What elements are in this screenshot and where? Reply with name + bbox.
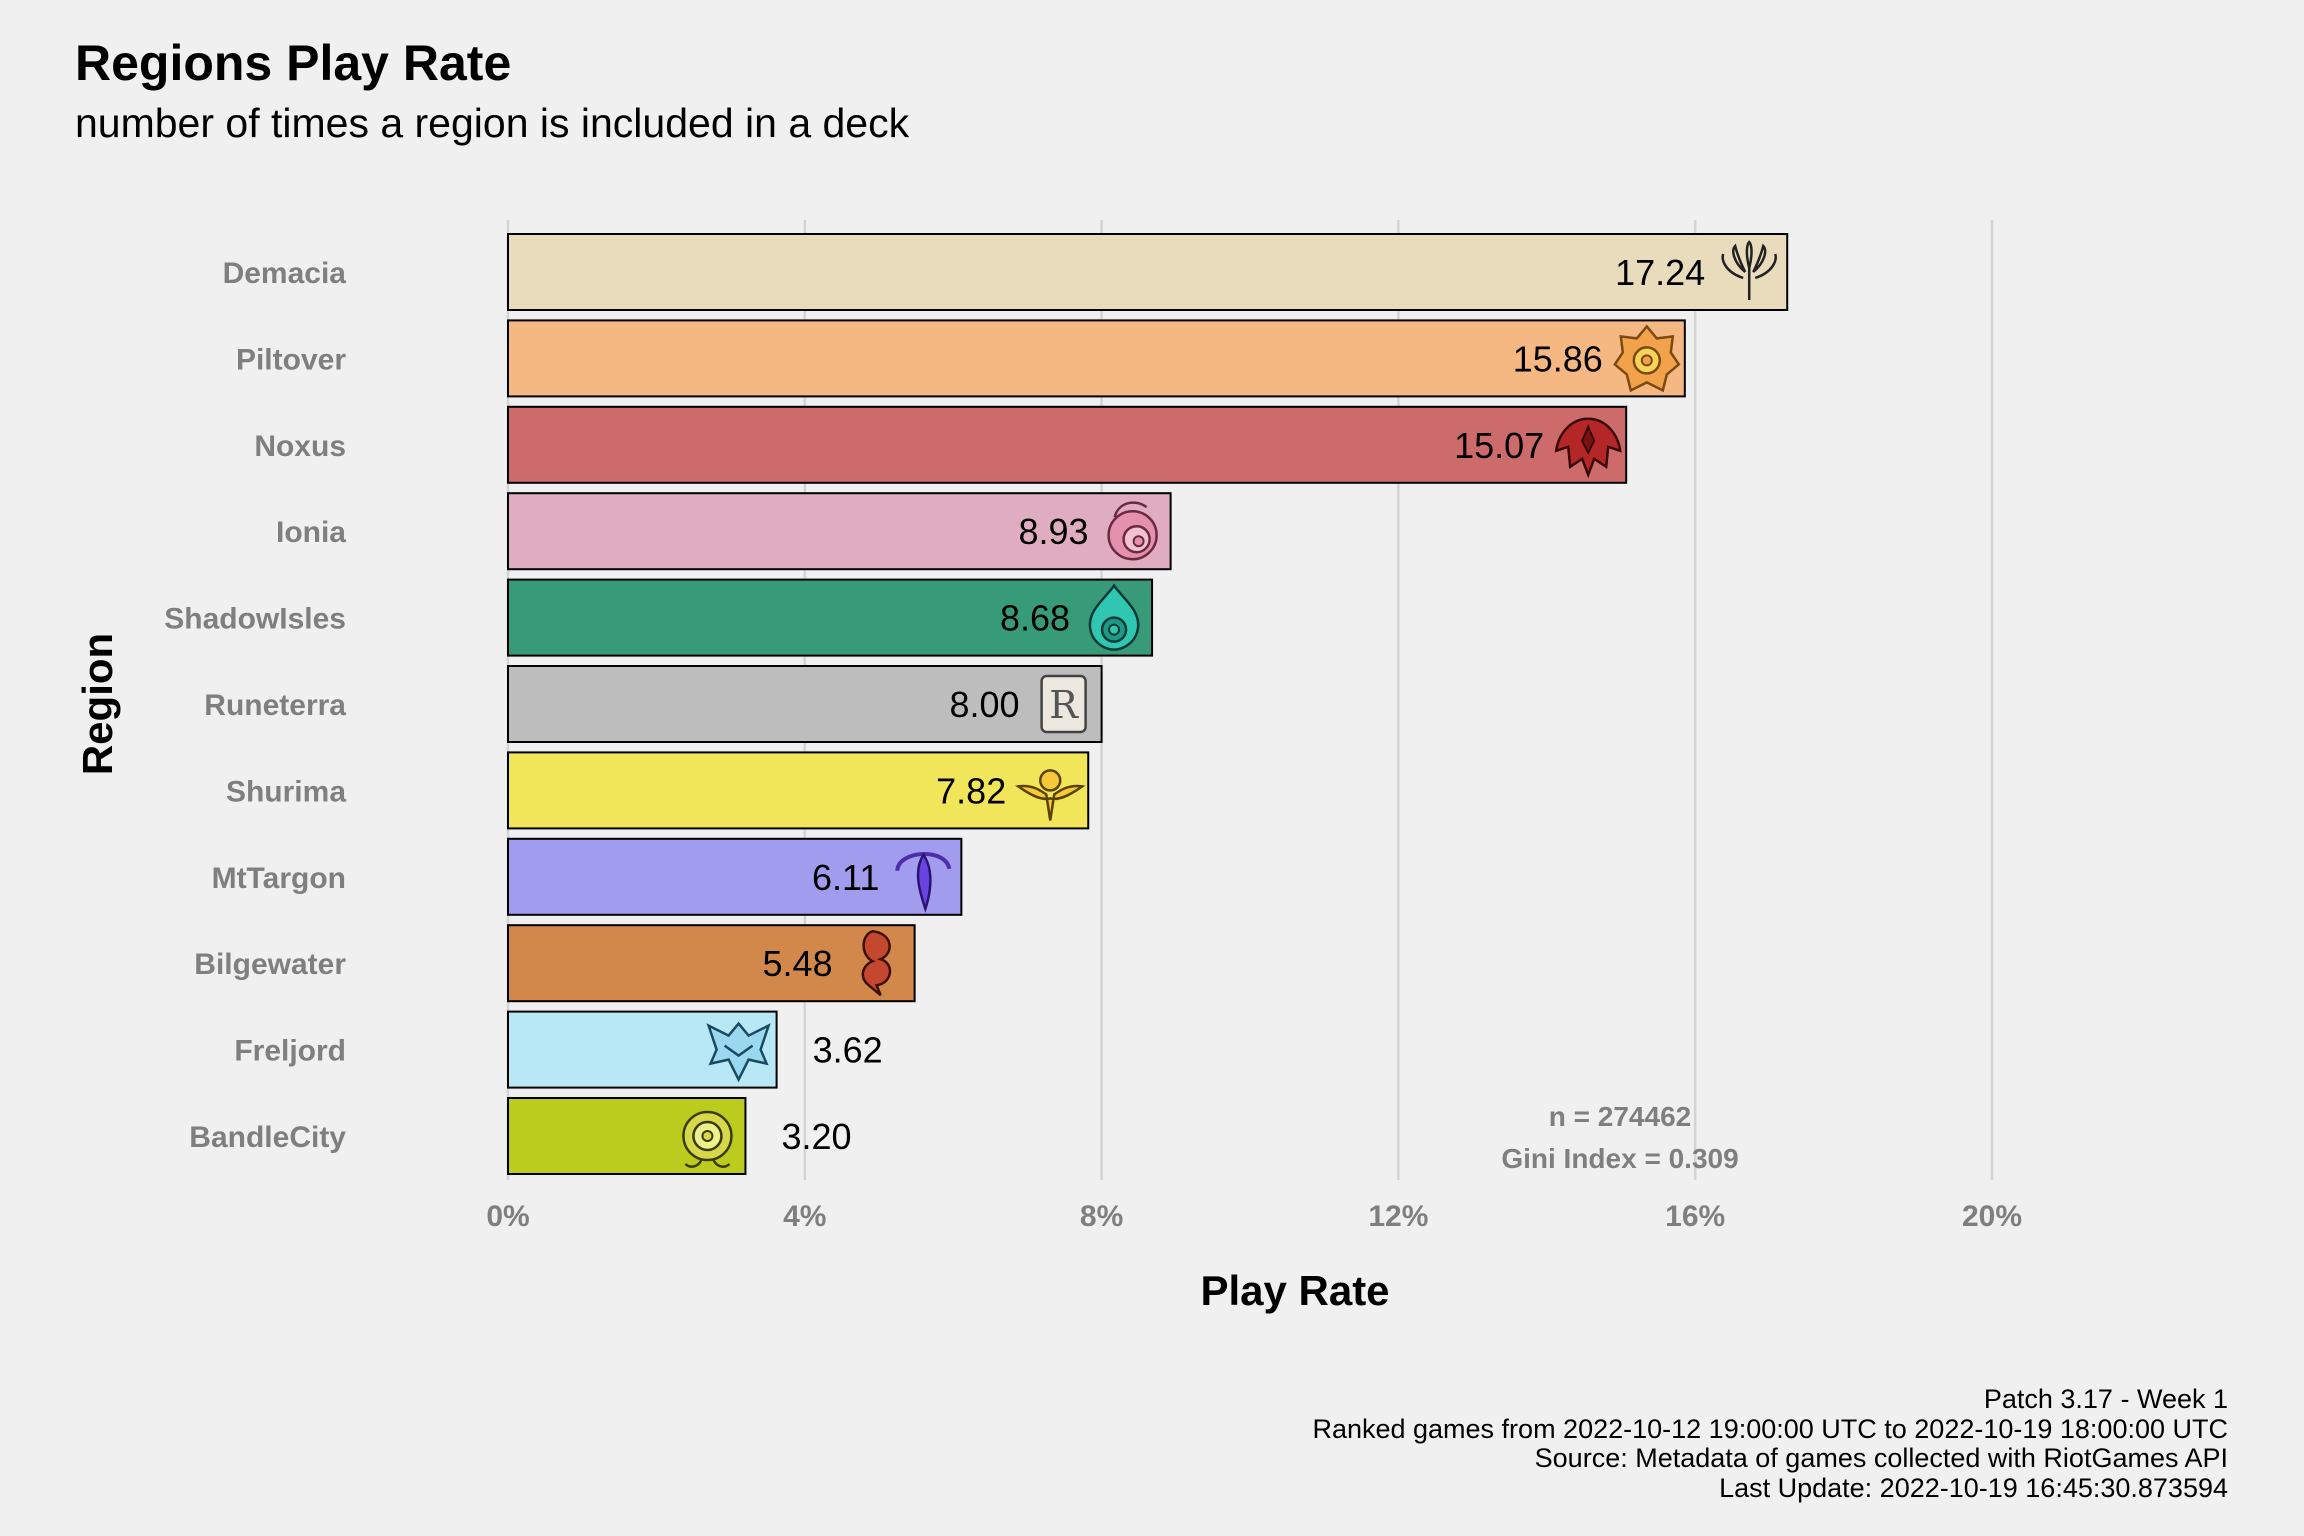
- bar-value-label: 3.20: [781, 1116, 851, 1157]
- x-tick-labels: 0% 4% 8% 12% 16% 20%: [486, 1200, 2022, 1233]
- shadowisles-icon: [1088, 583, 1140, 651]
- ionia-icon: [1107, 501, 1158, 561]
- x-tick-label: 12%: [1368, 1200, 1428, 1233]
- runeterra-icon: R: [1040, 674, 1087, 734]
- y-tick-label: Runeterra: [204, 689, 346, 722]
- caption: Patch 3.17 - Week 1 Ranked games from 20…: [1312, 1384, 2228, 1503]
- caption-source: Source: Metadata of games collected with…: [1534, 1443, 2228, 1473]
- mttargon-icon: [895, 852, 952, 913]
- freljord-icon: [706, 1021, 771, 1083]
- y-tick-labels: Demacia Piltover Noxus Ionia ShadowIsles Rune…: [164, 257, 346, 1154]
- x-tick-label: 8%: [1080, 1200, 1123, 1233]
- x-tick-label: 4%: [783, 1200, 826, 1233]
- y-tick-label: ShadowIsles: [164, 603, 346, 636]
- x-tick-label: 20%: [1962, 1200, 2022, 1233]
- bar: [507, 233, 1789, 311]
- piltover-icon: [1613, 324, 1681, 393]
- bar-value-label: 15.86: [1513, 338, 1603, 379]
- bars: 17.24 15.86 15.07 8.93 8.68 R 8.00 7.82 6.11 5.48…: [507, 233, 1789, 1175]
- y-tick-label: Demacia: [223, 257, 347, 290]
- y-tick-label: Piltover: [236, 343, 346, 376]
- y-axis-title: Region: [74, 633, 121, 775]
- bar: [507, 837, 963, 916]
- x-tick-label: 16%: [1665, 1200, 1725, 1233]
- bar: [507, 492, 1172, 571]
- bar-value-label: 8.93: [1019, 511, 1089, 552]
- bar: [507, 665, 1103, 743]
- bar-value-label: 3.62: [813, 1030, 883, 1071]
- bar-value-label: 6.11: [812, 857, 879, 898]
- sample-size-label: n = 274462: [1549, 1101, 1691, 1132]
- chart-title: Regions Play Rate: [75, 35, 512, 91]
- caption-last-update: Last Update: 2022-10-19 16:45:30.873594: [1719, 1472, 2228, 1503]
- y-tick-label: BandleCity: [189, 1121, 346, 1154]
- bar: [507, 924, 916, 1003]
- y-tick-label: Shurima: [226, 775, 346, 808]
- y-tick-label: Ionia: [276, 516, 346, 549]
- bar: [507, 319, 1686, 398]
- bar: [507, 578, 1154, 657]
- noxus-icon: [1554, 417, 1622, 479]
- y-tick-label: MtTargon: [212, 862, 346, 895]
- bar-value-label: 7.82: [936, 770, 1006, 811]
- caption-patch: Patch 3.17 - Week 1: [1983, 1384, 2228, 1414]
- bar: [507, 751, 1090, 830]
- y-tick-label: Bilgewater: [194, 948, 346, 981]
- chart-subtitle: number of times a region is included in …: [75, 100, 910, 146]
- caption-date-range: Ranked games from 2022-10-12 19:00:00 UT…: [1312, 1413, 2228, 1444]
- bilgewater-icon: [861, 929, 892, 997]
- bar: [507, 405, 1628, 484]
- x-axis-title: Play Rate: [1200, 1267, 1389, 1314]
- bar-value-label: 5.48: [763, 943, 833, 984]
- y-tick-label: Noxus: [254, 430, 346, 463]
- bar-value-label: 8.00: [950, 684, 1020, 725]
- x-tick-label: 0%: [486, 1200, 529, 1233]
- shurima-icon: [1014, 769, 1086, 821]
- y-tick-label: Freljord: [234, 1035, 346, 1068]
- bar-value-label: 17.24: [1615, 252, 1705, 293]
- gini-index-label: Gini Index = 0.309: [1501, 1143, 1738, 1174]
- bar-value-label: 8.68: [1000, 598, 1070, 639]
- bar-value-label: 15.07: [1454, 425, 1544, 466]
- bandlecity-icon: [682, 1110, 733, 1168]
- demacia-icon: [1721, 240, 1777, 300]
- runeterra-glyph: R: [1049, 683, 1079, 727]
